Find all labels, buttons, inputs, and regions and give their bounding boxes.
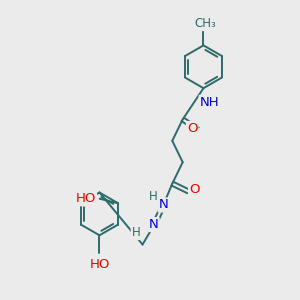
Text: CH₃: CH₃ xyxy=(194,17,216,30)
Text: H: H xyxy=(149,190,158,202)
Text: O: O xyxy=(189,183,200,196)
Text: NH: NH xyxy=(200,96,219,109)
Text: HO: HO xyxy=(89,258,110,271)
Text: O: O xyxy=(187,122,197,135)
Text: H: H xyxy=(132,226,140,239)
Text: HO: HO xyxy=(76,192,96,205)
Text: N: N xyxy=(149,218,159,231)
Text: N: N xyxy=(158,199,168,212)
